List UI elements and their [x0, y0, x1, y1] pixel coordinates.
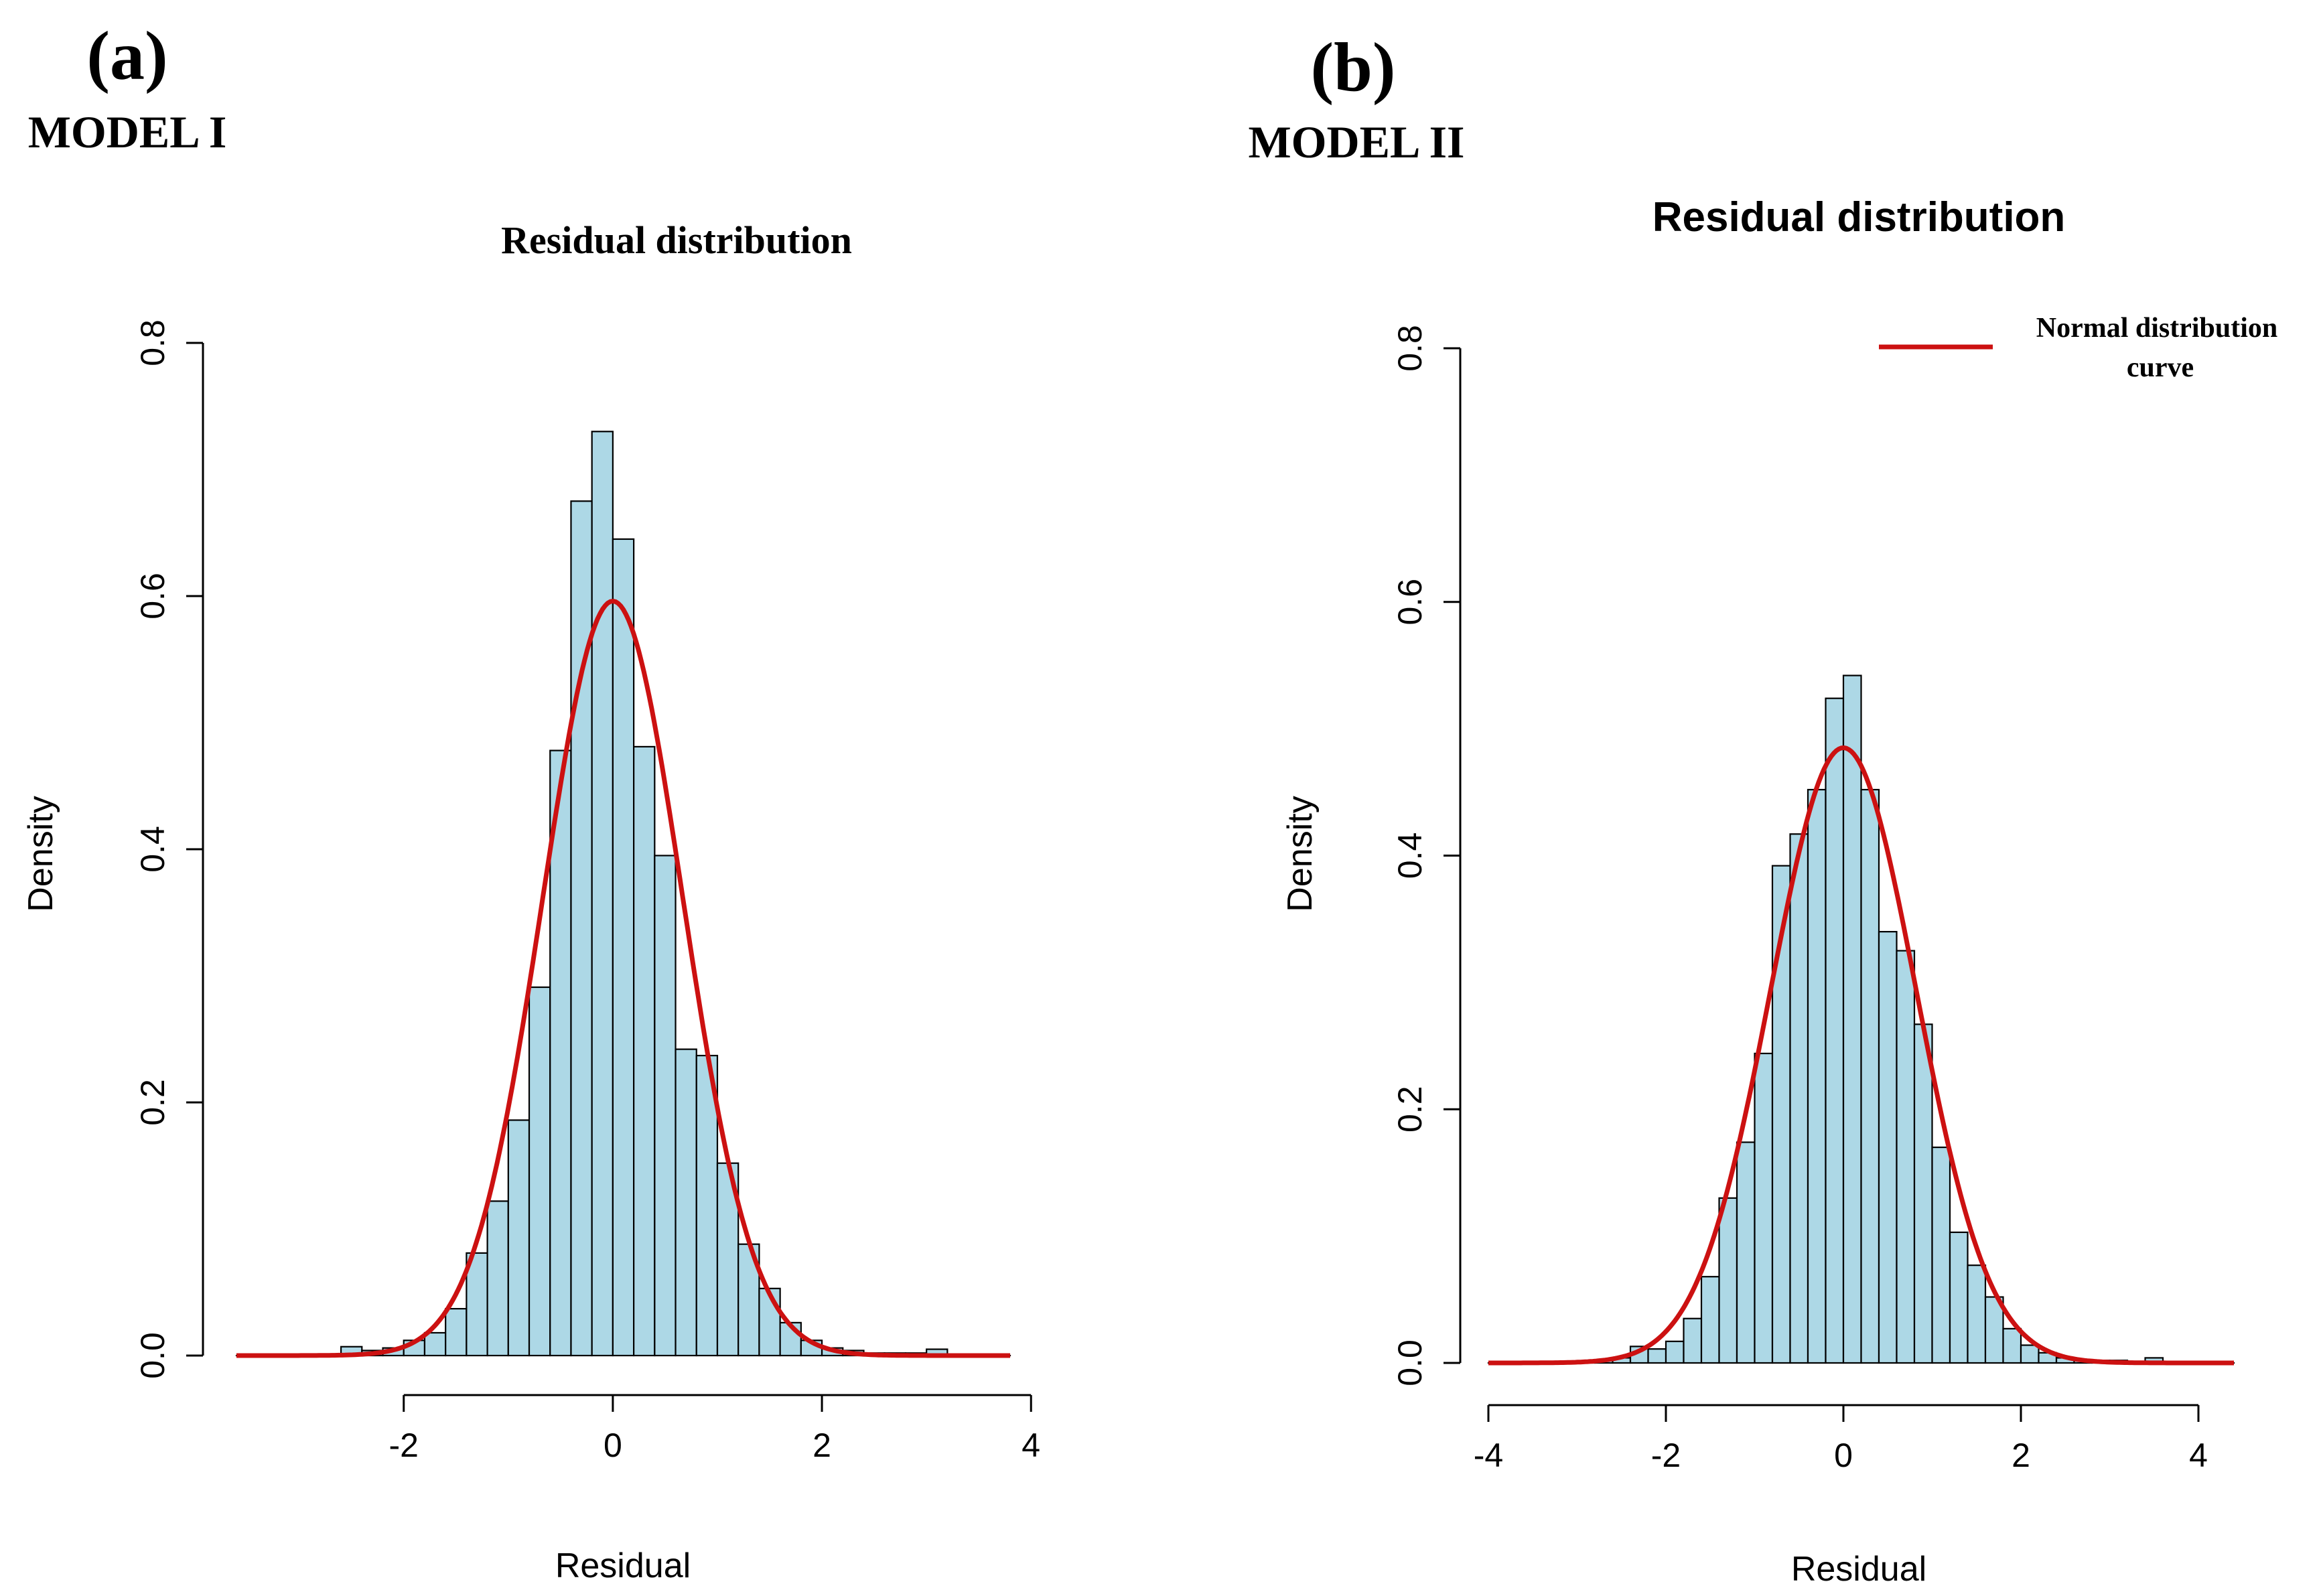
- y-tick-label-a-0: 0.0: [134, 1332, 171, 1379]
- x-tick-label-b-1: -2: [1651, 1437, 1681, 1474]
- y-tick-label-b-2: 0.4: [1391, 832, 1429, 879]
- legend-label-line2: curve: [2127, 352, 2194, 383]
- panel-b: (b) MODEL II Residual distribution Resid…: [1248, 29, 2277, 1589]
- histogram-bar-b-19: [1825, 697, 1845, 1364]
- histogram-bar-a-13: [507, 1119, 531, 1357]
- y-axis-label-a: Density: [21, 796, 60, 912]
- histogram-bar-b-18: [1807, 788, 1827, 1364]
- histogram-bar-a-12: [486, 1200, 509, 1357]
- histogram-bar-a-16: [570, 500, 593, 1357]
- legend-label-line1: Normal distribution: [2036, 313, 2278, 344]
- y-tick-label-a-2: 0.4: [134, 826, 171, 873]
- histogram-bar-b-24: [1913, 1023, 1933, 1364]
- histogram-bar-b-11: [1683, 1317, 1703, 1364]
- x-tick-label-b-4: 4: [2189, 1437, 2208, 1474]
- x-tick-label-b-0: -4: [1474, 1437, 1503, 1474]
- y-axis-a: 0.0 0.2 0.4 0.6 0.8: [134, 319, 204, 1379]
- histogram-bar-b-29: [2002, 1327, 2022, 1364]
- chart-title-b: Residual distribution: [1652, 194, 2066, 240]
- x-tick-label-b-3: 2: [2012, 1437, 2030, 1474]
- histogram-bar-a-14: [528, 986, 551, 1357]
- normal-curve-b: [1488, 745, 2234, 1366]
- histogram-bar-b-9: [1647, 1348, 1667, 1364]
- legend: Normal distribution curve: [1879, 313, 2277, 383]
- histogram-bar-b-10: [1665, 1340, 1685, 1364]
- histogram-bar-a-19: [633, 745, 656, 1357]
- histogram-bar-b-14: [1736, 1141, 1756, 1364]
- histogram-bars-b: [1487, 674, 2235, 1364]
- x-tick-label-a-1: 0: [604, 1427, 622, 1464]
- histogram-bar-b-30: [2020, 1344, 2040, 1364]
- histogram-bar-a-10: [445, 1307, 468, 1357]
- x-axis-b: -4 -2 0 2 4: [1474, 1404, 2208, 1474]
- histogram-bar-b-17: [1789, 833, 1809, 1364]
- x-tick-label-b-2: 0: [1834, 1437, 1853, 1474]
- panel-model-label-b: MODEL II: [1248, 117, 1464, 167]
- y-tick-label-b-4: 0.8: [1391, 325, 1429, 372]
- y-tick-label-a-4: 0.8: [134, 319, 171, 366]
- y-tick-label-a-1: 0.2: [134, 1079, 171, 1126]
- histogram-bar-b-28: [1984, 1296, 2004, 1364]
- y-tick-label-b-3: 0.6: [1391, 579, 1429, 626]
- histogram-bar-a-18: [612, 538, 635, 1357]
- histogram-bar-b-26: [1949, 1231, 1969, 1364]
- histogram-bar-a-20: [654, 855, 677, 1357]
- histogram-bar-a-9: [423, 1331, 447, 1357]
- histogram-bar-a-21: [675, 1048, 697, 1357]
- histogram-bar-b-12: [1700, 1276, 1720, 1364]
- normal-curve-a: [236, 599, 1010, 1358]
- histogram-bar-b-22: [1878, 931, 1898, 1364]
- histogram-bar-b-27: [1967, 1264, 1987, 1364]
- y-tick-label-a-3: 0.6: [134, 573, 171, 620]
- histogram-bar-b-13: [1718, 1197, 1738, 1364]
- panel-model-label-a: MODEL I: [28, 106, 227, 157]
- chart-title-a: Residual distribution: [501, 218, 852, 262]
- histogram-bar-b-20: [1842, 674, 1862, 1364]
- x-axis-label-a: Residual: [555, 1546, 691, 1585]
- histogram-bar-b-23: [1896, 950, 1916, 1364]
- y-tick-label-b-1: 0.2: [1391, 1086, 1429, 1133]
- histogram-bars-a: [235, 431, 1011, 1357]
- histogram-bar-b-15: [1754, 1052, 1774, 1364]
- x-tick-label-a-0: -2: [389, 1427, 418, 1464]
- y-axis-b: 0.0 0.2 0.4 0.6 0.8: [1391, 325, 1462, 1386]
- x-axis-a: -2 0 2 4: [389, 1394, 1040, 1464]
- x-axis-label-b: Residual: [1791, 1550, 1926, 1589]
- y-axis-label-b: Density: [1281, 796, 1320, 912]
- panel-a: (a) MODEL I Residual distribution Residu…: [21, 17, 1040, 1585]
- histogram-bar-b-21: [1860, 788, 1880, 1364]
- x-tick-label-a-3: 4: [1022, 1427, 1040, 1464]
- histogram-bar-b-25: [1931, 1146, 1951, 1364]
- histogram-bar-a-11: [466, 1252, 488, 1357]
- histogram-bar-a-15: [549, 749, 572, 1357]
- x-tick-label-a-2: 2: [813, 1427, 831, 1464]
- y-tick-label-b-0: 0.0: [1391, 1339, 1429, 1386]
- panel-letter-b: (b): [1310, 29, 1395, 106]
- panel-letter-a: (a): [86, 17, 167, 94]
- histogram-bar-a-17: [591, 431, 614, 1357]
